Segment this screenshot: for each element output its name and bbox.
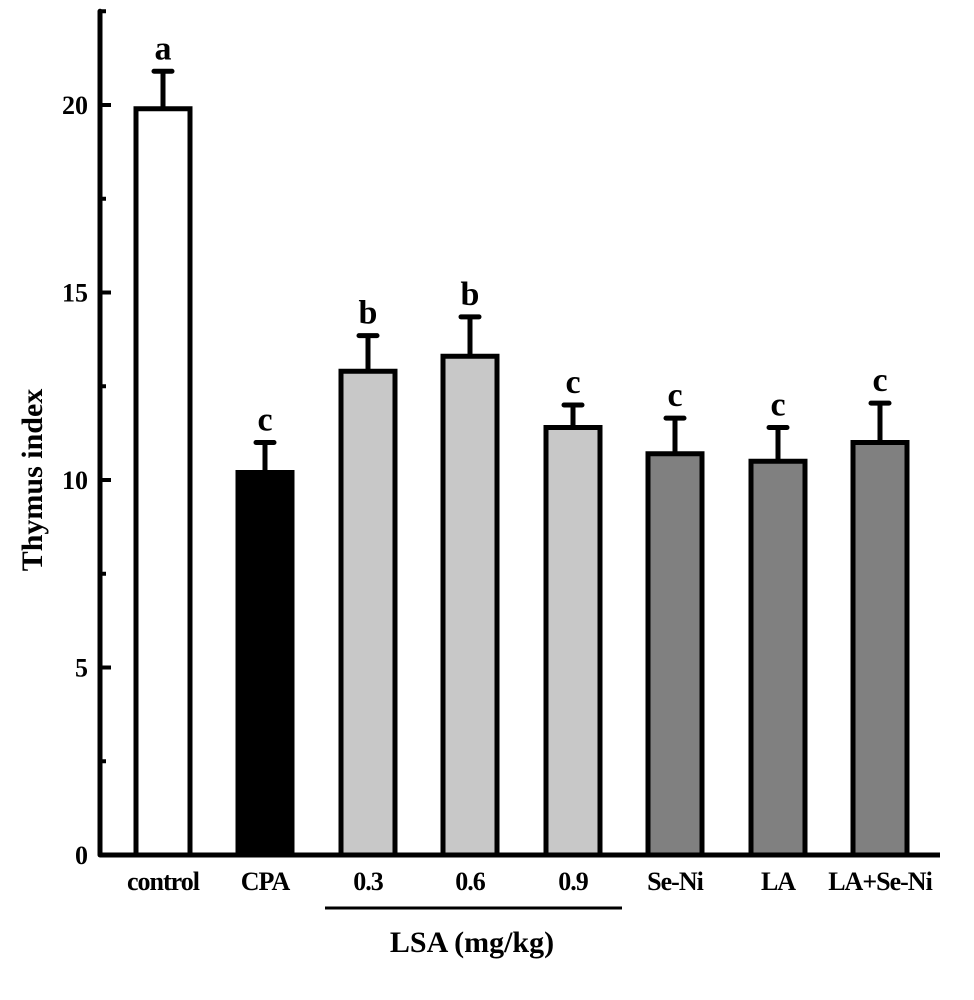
lsa-group-label: LSA (mg/kg) (390, 926, 554, 959)
y-tick-label: 15 (62, 279, 88, 308)
significance-label: c (770, 387, 785, 424)
significance-label: c (257, 402, 272, 439)
x-tick-label: 0.9 (558, 867, 589, 896)
y-tick-label: 0 (75, 841, 88, 870)
bar-cpa (235, 470, 295, 858)
significance-label: b (359, 295, 378, 332)
y-tick-label: 10 (62, 466, 88, 495)
labels: a control c CPA b 0.3 b 0.6 c 0.9 c Se-Ni c LA c LA+Se-… (127, 30, 934, 896)
x-tick-label: CPA (241, 867, 291, 896)
x-tick-label: Se-Ni (647, 867, 703, 896)
bar-la (748, 458, 808, 858)
bars (133, 68, 910, 858)
significance-label: c (872, 362, 887, 399)
x-tick-label: 0.6 (455, 867, 486, 896)
x-tick-label: LA (761, 867, 796, 896)
bar-0-9 (543, 425, 603, 858)
significance-label: a (155, 30, 172, 67)
y-tick-label: 5 (75, 654, 88, 683)
bar-la-se-ni (850, 440, 910, 858)
bar-0-3 (338, 368, 398, 858)
significance-label: c (565, 364, 580, 401)
y-tick-label: 20 (62, 91, 88, 120)
bar-control (133, 106, 193, 858)
significance-label: b (461, 276, 480, 313)
bar-0-6 (440, 353, 500, 858)
axes: 0 5 10 15 20 (62, 8, 940, 870)
x-tick-label: control (127, 867, 200, 896)
x-tick-label: LA+Se-Ni (828, 867, 932, 896)
x-tick-label: 0.3 (353, 867, 384, 896)
bar-se-ni (645, 451, 705, 858)
significance-label: c (667, 377, 682, 414)
y-axis-label: Thymus index (16, 389, 49, 572)
